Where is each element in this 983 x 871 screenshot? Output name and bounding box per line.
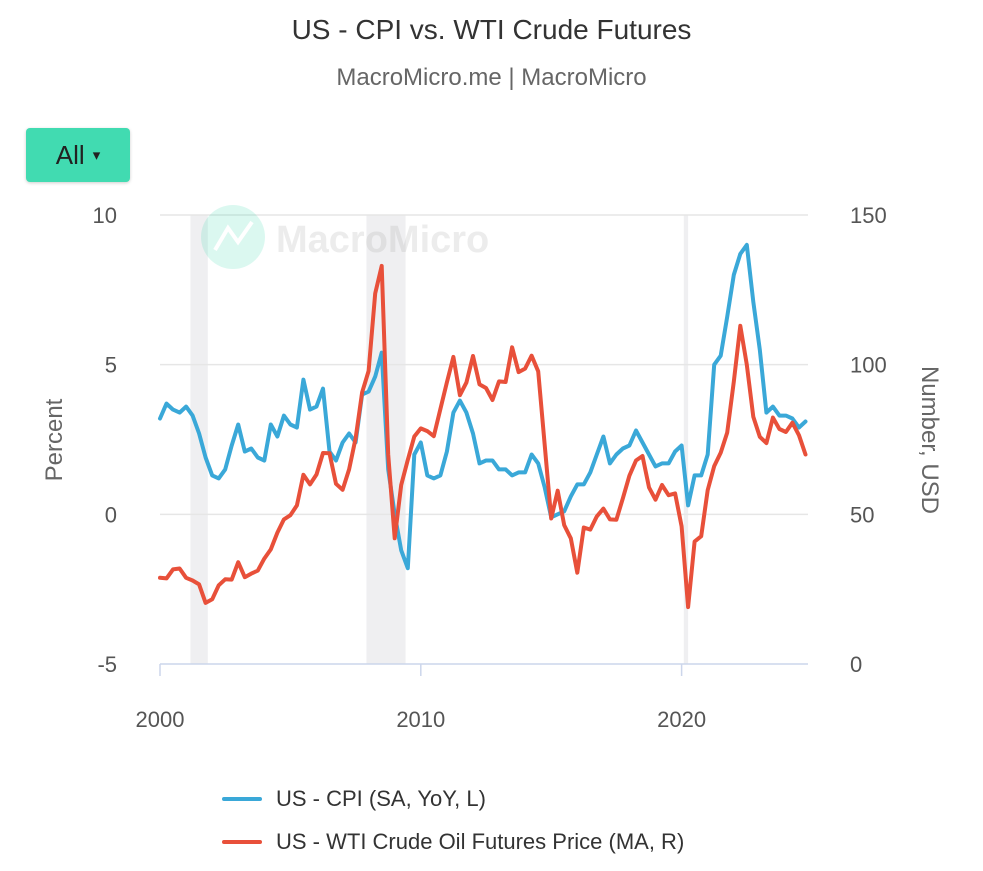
watermark-logo-icon <box>201 205 265 269</box>
watermark-logo-mark <box>213 220 254 252</box>
legend-item-wti[interactable]: US - WTI Crude Oil Futures Price (MA, R) <box>222 829 684 855</box>
x-tick-label: 2010 <box>396 707 445 732</box>
range-selector-label: All <box>55 139 85 170</box>
y-left-tick-label: 10 <box>93 203 117 228</box>
y-right-tick-label: 150 <box>850 203 887 228</box>
legend-swatch-wti <box>222 840 262 844</box>
legend-label-cpi: US - CPI (SA, YoY, L) <box>276 786 486 811</box>
y-left-tick-label: 5 <box>105 353 117 378</box>
x-tick-label: 2020 <box>657 707 706 732</box>
y-left-tick-label: 0 <box>105 502 117 527</box>
chart-subtitle: MacroMicro.me | MacroMicro <box>336 64 647 91</box>
legend-label-wti: US - WTI Crude Oil Futures Price (MA, R) <box>276 829 685 854</box>
legend-item-cpi[interactable]: US - CPI (SA, YoY, L) <box>222 786 486 812</box>
y-left-axis-title: Percent <box>41 398 68 481</box>
gridlines <box>160 214 808 665</box>
y-right-axis-title: Number, USD <box>916 366 943 514</box>
y-right-tick-label: 100 <box>850 353 887 378</box>
y-left-tick-label: -5 <box>97 652 117 677</box>
recession-band <box>683 215 689 664</box>
watermark: MacroMicro <box>201 205 489 269</box>
range-selector-button[interactable]: All ▾ <box>26 128 130 182</box>
recession-bands <box>190 215 689 664</box>
y-right-tick-label: 0 <box>850 652 862 677</box>
chart-title: US - CPI vs. WTI Crude Futures <box>291 14 692 45</box>
x-tick-label: 2000 <box>136 707 185 732</box>
y-right-tick-label: 50 <box>850 502 874 527</box>
series-lines <box>158 242 808 610</box>
watermark-text: MacroMicro <box>276 219 489 261</box>
series-line-cpi <box>158 242 808 571</box>
legend-swatch-cpi <box>222 797 262 801</box>
chevron-down-icon: ▾ <box>92 147 101 164</box>
series-line-wti <box>158 263 808 610</box>
